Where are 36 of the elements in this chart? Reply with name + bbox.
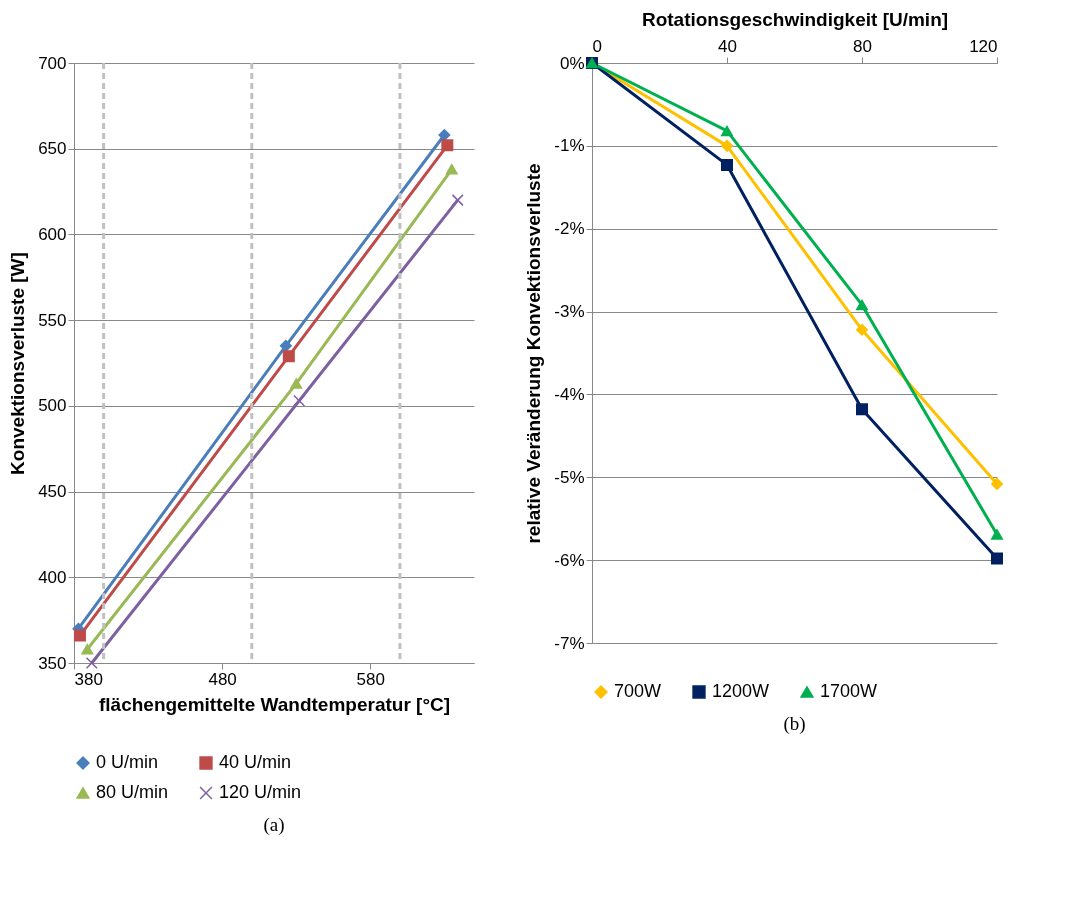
y-tick-label: -4% — [554, 384, 585, 404]
x-tick-label: 480 — [208, 669, 237, 689]
y-tick-label: 600 — [38, 224, 67, 244]
legend-label: 120 U/min — [219, 782, 302, 802]
x-tick-label: 0 — [592, 36, 602, 56]
legend-label: 1200W — [712, 681, 770, 701]
legend-label: 80 U/min — [96, 782, 169, 802]
x-axis-title: Rotationsgeschwindigkeit [U/min] — [641, 8, 949, 30]
y-tick-label: 400 — [38, 567, 67, 587]
y-tick-label: 500 — [38, 396, 67, 416]
legend-label: 0 U/min — [96, 752, 159, 772]
y-tick-label: -5% — [554, 467, 585, 487]
y-axis-title: Konvektionsverluste [W] — [7, 252, 29, 475]
y-tick-label: -2% — [554, 219, 585, 239]
x-tick-label: 380 — [74, 669, 103, 689]
y-tick-label: 0% — [559, 53, 585, 73]
x-tick-label: 80 — [853, 36, 872, 56]
legend-label: 1700W — [820, 681, 878, 701]
x-axis-title: flächengemittelte Wandtemperatur [°C] — [98, 693, 451, 715]
y-tick-label: 650 — [38, 139, 67, 159]
x-tick-label: 40 — [718, 36, 737, 56]
text: (a) — [263, 814, 285, 836]
x-tick-label: 120 — [969, 36, 998, 56]
y-tick-label: -7% — [554, 633, 585, 653]
y-tick-label: 350 — [38, 653, 67, 673]
legend-label: 40 U/min — [219, 752, 292, 772]
y-tick-label: 700 — [38, 53, 67, 73]
x-tick-label: 580 — [356, 669, 385, 689]
y-tick-label: -6% — [554, 550, 585, 570]
y-tick-label: 450 — [38, 482, 67, 502]
y-tick-label: -3% — [554, 302, 585, 322]
y-tick-label: 550 — [38, 310, 67, 330]
legend-label: 700W — [614, 681, 662, 701]
text: (b) — [783, 713, 806, 735]
y-axis-title: relative Veränderung Konvektionsverluste — [523, 163, 545, 544]
y-tick-label: -1% — [554, 136, 585, 156]
